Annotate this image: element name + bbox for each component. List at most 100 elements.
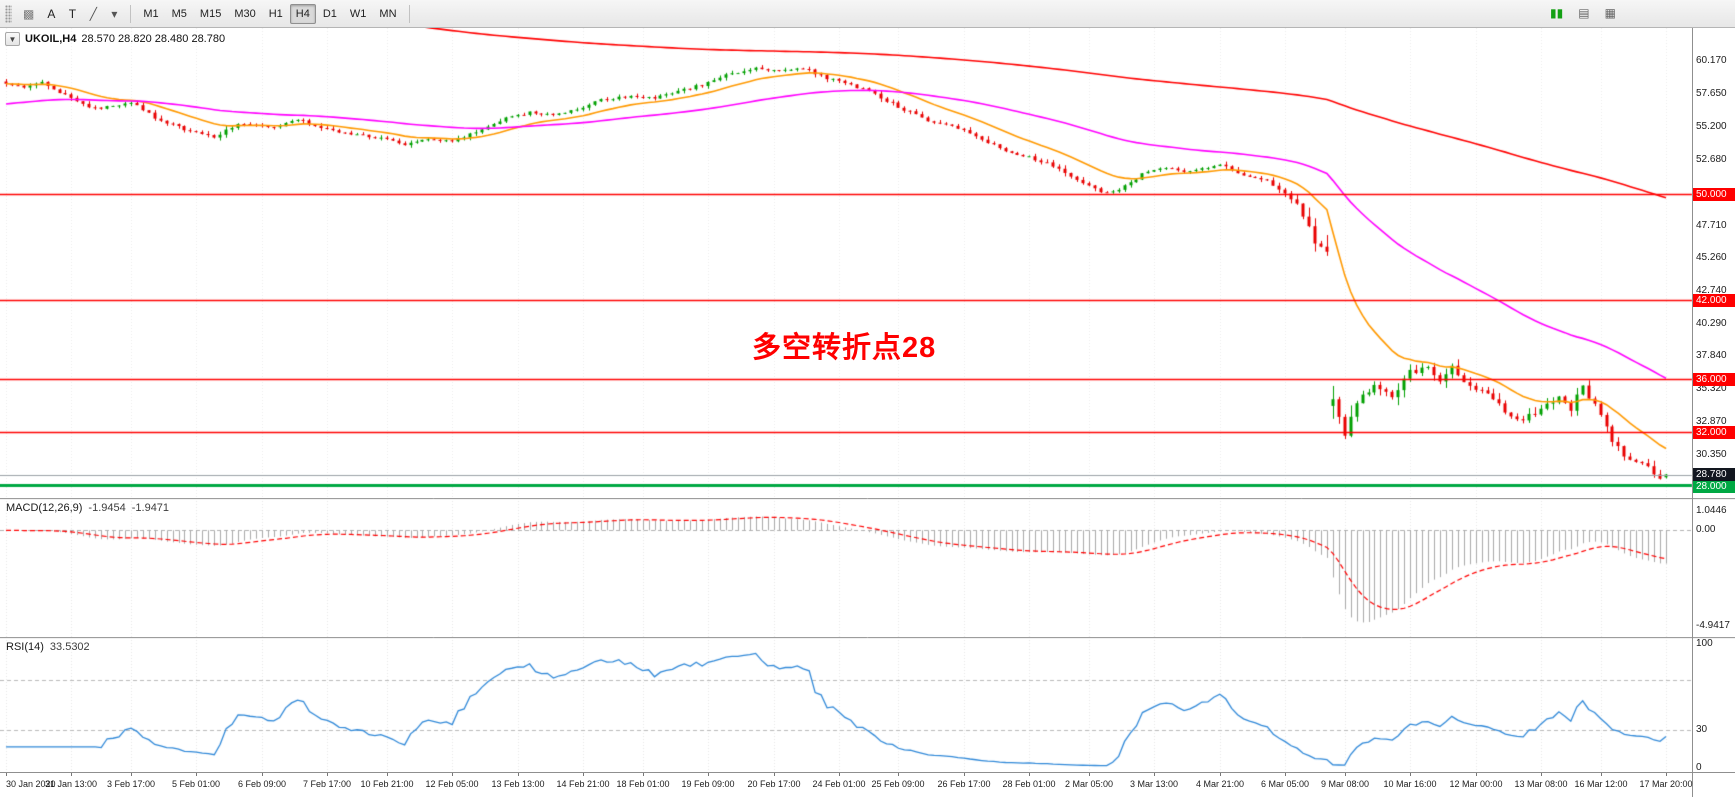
time-axis-label: 16 Mar 12:00 xyxy=(1574,779,1628,789)
time-axis-label: 25 Feb 09:00 xyxy=(871,779,925,789)
time-axis-label: 10 Feb 21:00 xyxy=(360,779,414,789)
time-axis-label: 24 Feb 01:00 xyxy=(812,779,866,789)
time-axis-tick xyxy=(1029,773,1030,776)
time-axis-label: 4 Mar 21:00 xyxy=(1195,779,1245,789)
time-axis-tick xyxy=(1410,773,1411,776)
macd-axis-bottom: -4.9417 xyxy=(1696,620,1730,632)
chart-window-icon[interactable]: ▩ xyxy=(23,6,35,21)
rsi-value: 33.5302 xyxy=(49,641,90,653)
time-axis-label: 5 Feb 01:00 xyxy=(171,779,221,789)
time-axis-label: 6 Feb 09:00 xyxy=(237,779,287,789)
time-axis-tick xyxy=(452,773,453,776)
time-axis-tick xyxy=(71,773,72,776)
macd-axis-zero: 0.00 xyxy=(1696,524,1716,536)
time-axis-tick xyxy=(583,773,584,776)
time-axis-label: 30 Jan 2020 xyxy=(6,779,56,789)
time-axis-label: 12 Mar 00:00 xyxy=(1449,779,1503,789)
macd-value-main: -1.9454 xyxy=(88,502,126,514)
macd-title: MACD(12,26,9) xyxy=(6,502,83,514)
time-axis-label: 18 Feb 01:00 xyxy=(616,779,670,789)
toolbar-separator xyxy=(408,4,410,23)
draw-tool-icon[interactable]: ╱ xyxy=(89,6,97,21)
time-axis-label: 26 Feb 17:00 xyxy=(937,779,991,789)
price-tick-label: 32.870 xyxy=(1696,415,1727,427)
text-tool[interactable]: T xyxy=(68,6,77,21)
time-axis-tick xyxy=(1476,773,1477,776)
time-axis-label: 12 Feb 05:00 xyxy=(425,779,479,789)
symbol-header: ▼ UKOIL,H4 28.570 28.820 28.480 28.780 xyxy=(5,32,225,46)
price-tick-label: 60.170 xyxy=(1696,55,1727,67)
chart-panels: ▼ UKOIL,H4 28.570 28.820 28.480 28.780 多… xyxy=(0,28,1735,797)
toolbar-grip[interactable] xyxy=(5,4,12,23)
timeframe-m1[interactable]: M1 xyxy=(143,7,159,20)
time-axis-tick xyxy=(774,773,775,776)
timeframe-mn[interactable]: MN xyxy=(379,7,397,20)
rsi-axis-top: 100 xyxy=(1696,638,1713,649)
timeframe-w1[interactable]: W1 xyxy=(349,7,367,20)
toolbar-left-icons: ▩ A T ╱ ▾ xyxy=(17,4,124,24)
time-axis-tick xyxy=(1345,773,1346,776)
one-click-trading-button[interactable]: ▼ xyxy=(5,32,20,46)
time-axis-tick xyxy=(387,773,388,776)
price-level-badge: 42.000 xyxy=(1693,293,1735,307)
main-chart-canvas[interactable] xyxy=(0,28,1735,498)
timeframe-m30[interactable]: M30 xyxy=(234,7,256,20)
price-tick-label: 37.840 xyxy=(1696,349,1727,361)
text-label-tool[interactable]: A xyxy=(47,6,56,21)
time-axis-tick xyxy=(964,773,965,776)
time-axis-label: 31 Jan 13:00 xyxy=(44,779,98,789)
time-axis-tick xyxy=(1089,773,1090,776)
time-axis-label: 17 Mar 20:00 xyxy=(1639,779,1693,789)
price-tick-label: 52.680 xyxy=(1696,153,1727,165)
toolbar-separator xyxy=(130,4,132,23)
timeframe-m5[interactable]: M5 xyxy=(171,7,187,20)
time-axis-label: 7 Feb 17:00 xyxy=(302,779,352,789)
tile-windows-icon[interactable]: ▤ xyxy=(1578,6,1590,20)
price-tick-label: 55.200 xyxy=(1696,120,1727,132)
price-tick-label: 47.710 xyxy=(1696,219,1727,231)
time-axis-tick xyxy=(196,773,197,776)
price-level-badge: 36.000 xyxy=(1693,372,1735,386)
macd-header: MACD(12,26,9) -1.9454 -1.9471 xyxy=(6,502,169,514)
macd-axis-top: 1.0446 xyxy=(1696,504,1727,516)
timeframe-group: M1 M5 M15 M30 H1 H4 D1 W1 MN xyxy=(137,3,402,24)
price-tick-label: 35.320 xyxy=(1696,383,1727,395)
macd-panel: MACD(12,26,9) -1.9454 -1.9471 1.0446 0.0… xyxy=(0,498,1735,637)
time-axis-tick xyxy=(1601,773,1602,776)
time-axis-tick xyxy=(262,773,263,776)
price-axis[interactable] xyxy=(1693,28,1735,772)
rsi-canvas[interactable] xyxy=(0,637,1735,772)
time-axis-tick xyxy=(6,773,7,776)
rsi-axis-bottom: 0 xyxy=(1696,762,1702,773)
timeframe-d1[interactable]: D1 xyxy=(322,7,337,20)
time-axis[interactable]: 30 Jan 2020 31 Jan 13:00 3 Feb 17:00 5 Feb … xyxy=(0,772,1735,797)
macd-canvas[interactable] xyxy=(0,498,1735,637)
time-axis-label: 3 Feb 17:00 xyxy=(106,779,156,789)
toolbar-right-icons: ▮▮ ▤ ▦ xyxy=(1544,3,1622,23)
main-chart-panel: ▼ UKOIL,H4 28.570 28.820 28.480 28.780 多… xyxy=(0,28,1735,498)
price-level-badge: 32.000 xyxy=(1693,425,1735,439)
data-window-icon[interactable]: ▦ xyxy=(1604,6,1616,20)
new-chart-icon[interactable]: ▮▮ xyxy=(1550,6,1564,20)
time-axis-tick xyxy=(1541,773,1542,776)
price-tick-label: 57.650 xyxy=(1696,88,1727,100)
rsi-title: RSI(14) xyxy=(6,641,44,653)
price-level-badge: 28.000 xyxy=(1693,479,1735,493)
price-level-badge: 50.000 xyxy=(1693,187,1735,201)
time-axis-tick xyxy=(1220,773,1221,776)
rsi-header: RSI(14) 33.5302 xyxy=(6,641,90,653)
symbol-label: UKOIL,H4 xyxy=(25,33,77,45)
time-axis-tick xyxy=(1285,773,1286,776)
price-tick-label: 30.350 xyxy=(1696,448,1727,460)
price-axis-separator xyxy=(1692,28,1693,797)
timeframe-h1[interactable]: H1 xyxy=(268,7,283,20)
time-axis-label: 10 Mar 16:00 xyxy=(1383,779,1437,789)
draw-tool-caret-icon[interactable]: ▾ xyxy=(111,6,118,21)
chart-toolbar: ▩ A T ╱ ▾ M1 M5 M15 M30 H1 H4 D1 W1 MN ▮▮ ▤ ▦ xyxy=(0,0,1735,28)
chart-annotation-text: 多空转折点28 xyxy=(752,332,937,364)
time-axis-label: 13 Mar 08:00 xyxy=(1514,779,1568,789)
timeframe-h4[interactable]: H4 xyxy=(289,3,316,24)
time-axis-tick xyxy=(1154,773,1155,776)
timeframe-m15[interactable]: M15 xyxy=(199,7,222,20)
